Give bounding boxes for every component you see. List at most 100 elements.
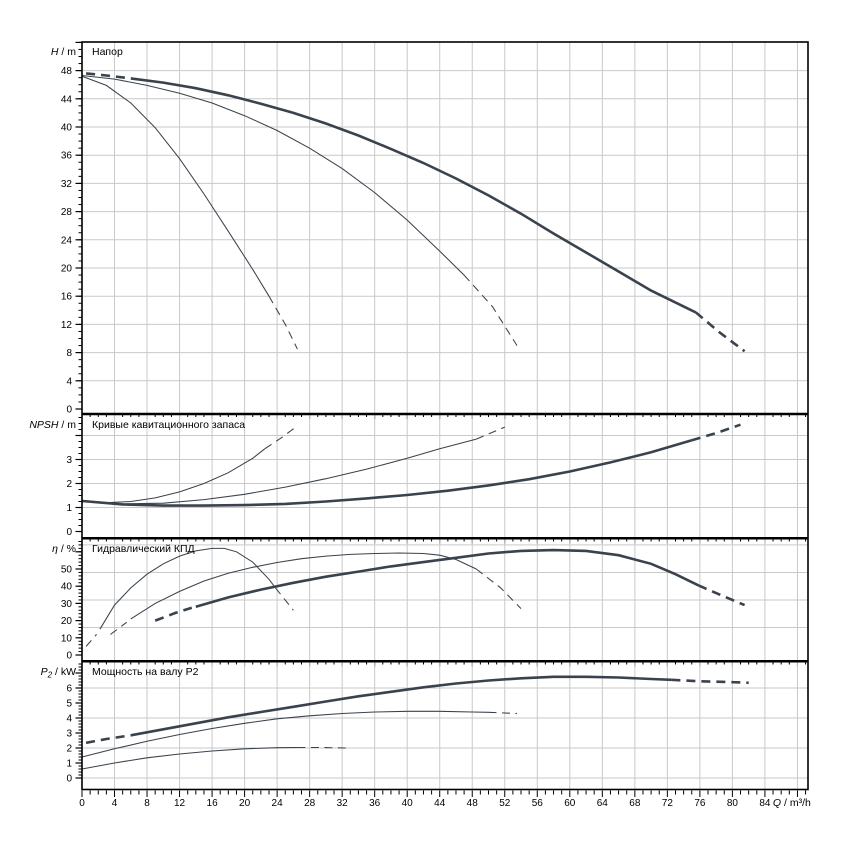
curve-head-medium xyxy=(81,74,465,276)
x-tick-label: 32 xyxy=(337,798,349,809)
panel-head-y-ticks xyxy=(75,41,82,410)
panel-power-y-ticks xyxy=(75,663,82,779)
panel-title-head: Напор xyxy=(92,46,123,58)
y-tick-label: 3 xyxy=(66,729,72,740)
curve-efficiency-medium-dash-start xyxy=(110,621,128,635)
y-tick-label: 40 xyxy=(61,582,73,593)
y-tick-label: 16 xyxy=(61,292,73,303)
curve-npsh-large xyxy=(81,439,693,507)
panel-borders xyxy=(81,41,809,791)
x-axis-unit-label: Q / m³/h xyxy=(773,797,811,809)
x-tick-label: 52 xyxy=(499,798,511,809)
curve-head-small xyxy=(81,75,270,297)
x-tick-label: 48 xyxy=(467,798,479,809)
curve-power-large-dash-end xyxy=(671,678,749,685)
y-tick-label: 0 xyxy=(66,405,72,416)
panel-power: 0 1 2 3 4 5 6 Мощность на валу P2 P2 / kW xyxy=(41,662,808,797)
curve-npsh-small xyxy=(81,448,266,504)
y-tick-label: 5 xyxy=(66,699,72,710)
x-tick-label: 72 xyxy=(662,798,674,809)
x-tick-label: 40 xyxy=(402,798,414,809)
curve-efficiency-large-dash-start xyxy=(154,606,193,622)
x-tick-label: 20 xyxy=(239,798,251,809)
curve-efficiency-large xyxy=(195,548,699,609)
panel-power-x-ticks xyxy=(81,790,807,797)
x-tick-label: 68 xyxy=(629,798,641,809)
y-tick-label: 0 xyxy=(66,774,72,785)
y-tick-label: 20 xyxy=(61,264,73,275)
curve-head-medium-dash-end xyxy=(463,274,518,346)
curve-power-medium-dash-end xyxy=(488,711,518,715)
curve-npsh-medium-dash-end xyxy=(476,426,506,440)
y-tick-label: 50 xyxy=(61,565,73,576)
x-tick-label: 80 xyxy=(727,798,739,809)
y-tick-label: 48 xyxy=(61,66,73,77)
panel-efficiency-grid xyxy=(82,539,808,661)
curve-power-large-dash-start xyxy=(85,734,131,745)
curve-efficiency-medium-dash-end xyxy=(475,568,522,609)
x-tick-label: 76 xyxy=(694,798,706,809)
panel-npsh: 0 1 2 3 Кривые кавитационного запаса NPSH / m xyxy=(29,415,808,544)
panel-efficiency-y-ticks xyxy=(75,540,82,656)
y-tick-label: 10 xyxy=(61,633,73,644)
panel-title-efficiency: Гидравлический КПД xyxy=(92,543,195,555)
axis-unit-label-efficiency: η / % xyxy=(52,543,76,555)
x-tick-label: 64 xyxy=(597,798,609,809)
x-tick-label: 36 xyxy=(369,798,381,809)
curve-head-large-dash-end xyxy=(694,311,746,353)
curve-npsh-medium xyxy=(81,438,477,505)
panel-efficiency-curves xyxy=(85,547,746,647)
y-tick-label: 36 xyxy=(61,151,73,162)
panel-npsh-curves xyxy=(81,423,741,507)
y-tick-label: 6 xyxy=(66,684,72,695)
x-tick-label: 56 xyxy=(532,798,544,809)
x-tick-label: 28 xyxy=(304,798,316,809)
y-tick-label: 8 xyxy=(66,348,72,359)
y-tick-label: 3 xyxy=(66,455,72,466)
panel-title-npsh: Кривые кавитационного запаса xyxy=(92,419,245,431)
panel-power-y-labels: 0 1 2 3 4 5 6 xyxy=(66,684,72,785)
panel-power-grid xyxy=(82,662,808,790)
y-tick-label: 2 xyxy=(66,479,72,490)
panel-head-grid xyxy=(82,42,808,413)
curve-head-large-dash-start xyxy=(85,72,131,80)
x-axis-labels: 0 4 8 12 16 20 24 28 32 36 40 44 48 52 56 60 64 68 72 76 80 8… xyxy=(79,797,811,809)
panel-npsh-y-ticks xyxy=(75,417,82,533)
panel-npsh-y-labels: 0 1 2 3 xyxy=(66,455,72,538)
y-tick-label: 4 xyxy=(66,376,72,387)
curve-efficiency-large-dash-end xyxy=(697,584,746,607)
axis-unit-label-power: P2 / kW xyxy=(41,666,76,680)
x-tick-label: 4 xyxy=(112,798,118,809)
y-tick-label: 30 xyxy=(61,599,73,610)
y-tick-label: 0 xyxy=(66,527,72,538)
y-tick-label: 1 xyxy=(66,503,72,514)
y-tick-label: 20 xyxy=(61,616,73,627)
x-tick-label: 8 xyxy=(144,798,150,809)
curve-power-large xyxy=(130,675,672,737)
panel-head-curves xyxy=(81,72,746,353)
curve-npsh-large-dash-end xyxy=(691,423,741,442)
axis-unit-label-head: H / m xyxy=(51,46,76,58)
x-tick-label: 12 xyxy=(174,798,186,809)
curve-head-large xyxy=(130,77,697,314)
curve-efficiency-small xyxy=(99,547,276,630)
x-tick-label: 16 xyxy=(207,798,219,809)
y-tick-label: 12 xyxy=(61,320,73,331)
y-tick-label: 28 xyxy=(61,207,73,218)
curve-efficiency-small-dash-end xyxy=(275,587,294,611)
panel-npsh-grid xyxy=(82,415,808,538)
curve-efficiency-medium xyxy=(130,552,477,620)
x-tick-label: 60 xyxy=(564,798,576,809)
axis-unit-label-npsh: NPSH / m xyxy=(29,419,76,431)
x-tick-label: 84 xyxy=(759,798,771,809)
x-tick-label: 24 xyxy=(272,798,284,809)
curve-power-medium xyxy=(81,710,489,758)
y-tick-label: 32 xyxy=(61,179,73,190)
panel-efficiency-y-labels: 0 10 20 30 40 50 xyxy=(61,565,73,662)
y-tick-label: 1 xyxy=(66,759,72,770)
y-tick-label: 0 xyxy=(66,651,72,662)
curve-power-small xyxy=(81,746,298,770)
